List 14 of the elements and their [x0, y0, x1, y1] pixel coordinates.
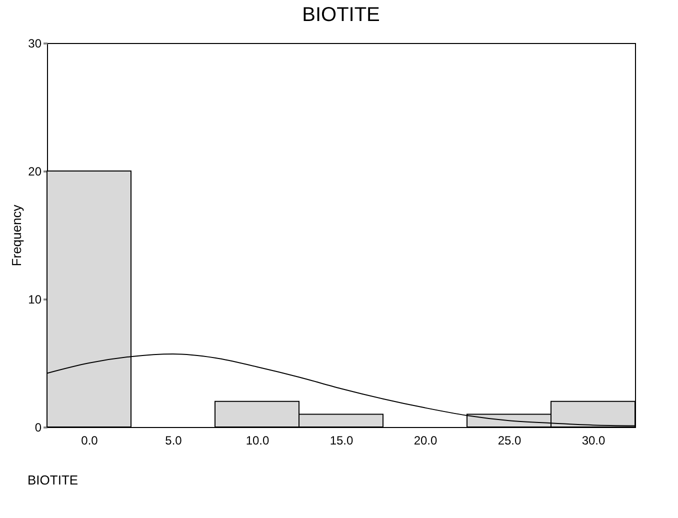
chart-title: BIOTITE [302, 4, 380, 26]
y-tick-label: 10 [28, 292, 42, 306]
x-tick-label: 10.0 [246, 434, 270, 448]
x-tick-label: 15.0 [330, 434, 354, 448]
x-tick-label: 20.0 [414, 434, 438, 448]
x-tick-label: 25.0 [498, 434, 522, 448]
y-tick-label: 0 [34, 420, 42, 434]
y-tick-label: 20 [28, 164, 42, 178]
x-axis-title: BIOTITE [28, 472, 78, 488]
x-tick-label: 30.0 [582, 434, 606, 448]
x-tick-label: 5.0 [165, 434, 182, 448]
y-tick-label: 30 [28, 36, 42, 50]
y-axis-title: Frequency [9, 204, 24, 266]
x-tick-label: 0.0 [81, 434, 98, 448]
